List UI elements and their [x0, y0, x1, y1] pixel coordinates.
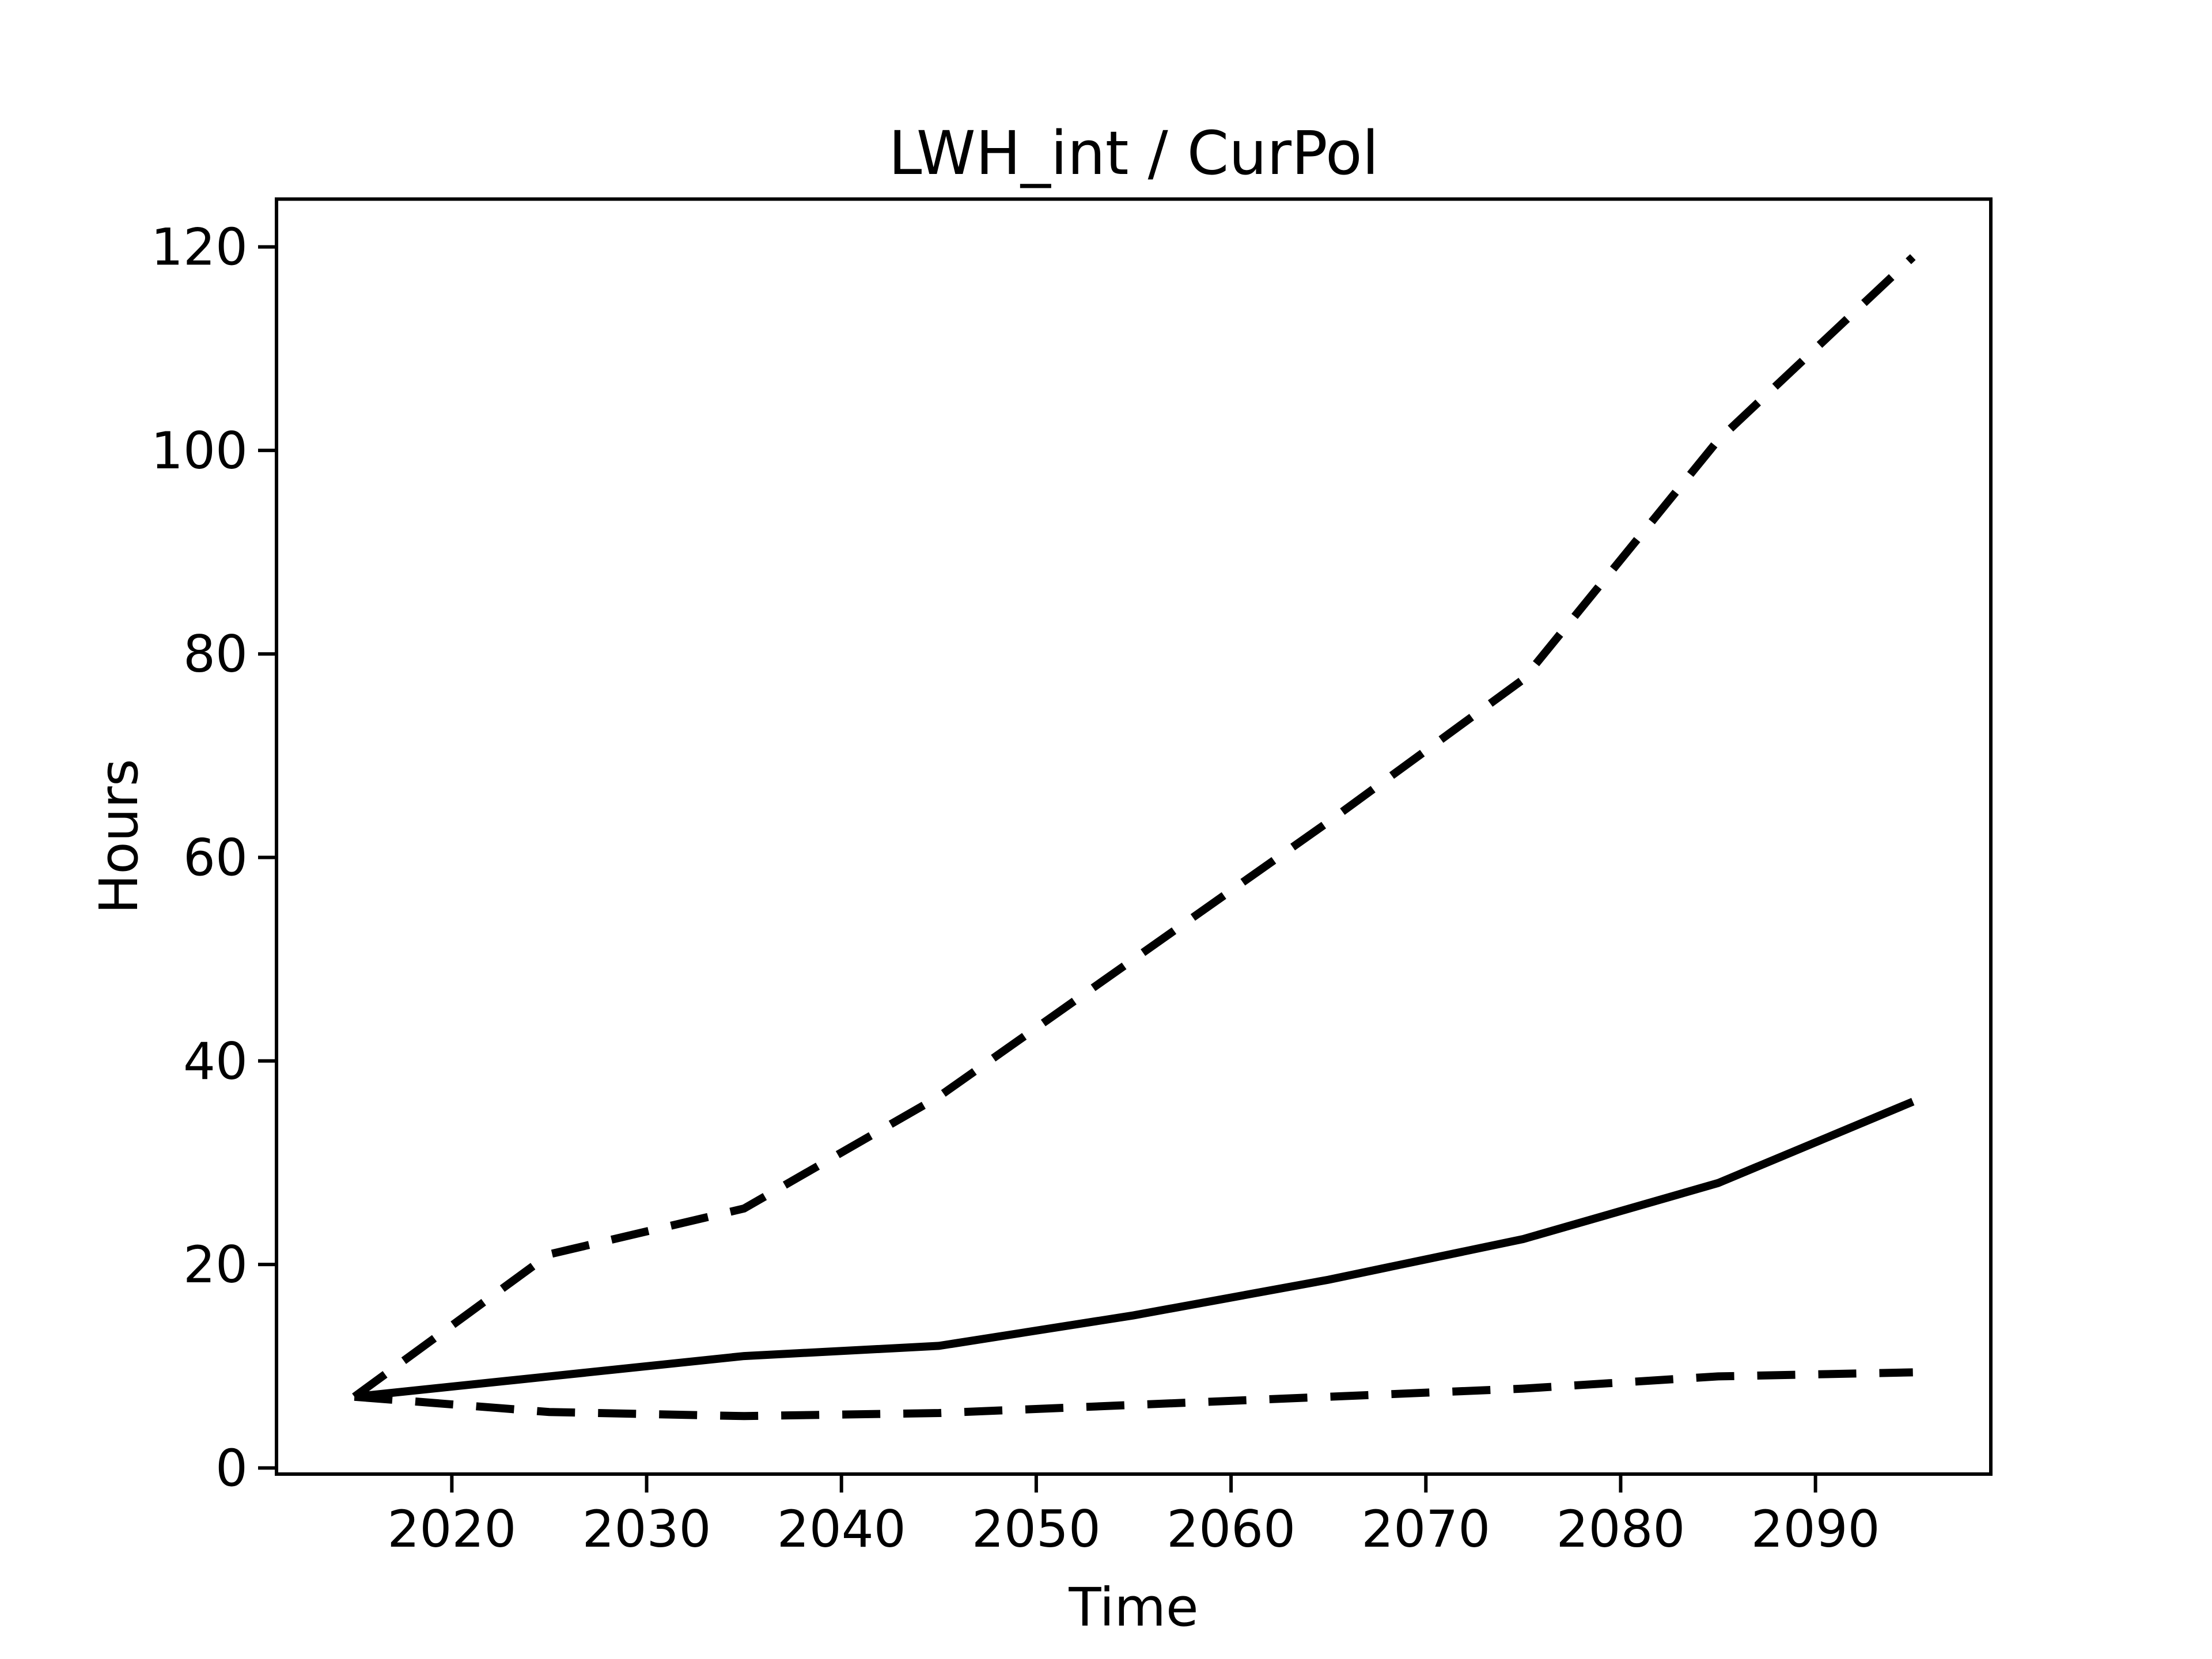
- x-tick-label: 2020: [387, 1499, 516, 1559]
- series-line-lower-dashed-scenario: [354, 1368, 1913, 1421]
- y-tick-label: 120: [151, 218, 248, 277]
- series-line-upper-dashed-scenario: [352, 254, 1916, 1400]
- y-tick-label: 80: [183, 624, 248, 684]
- x-tick-label: 2030: [582, 1499, 711, 1559]
- y-tick-label: 40: [183, 1032, 248, 1091]
- chart-title: LWH_int / CurPol: [889, 118, 1379, 188]
- axes-frame: [275, 197, 1993, 1476]
- y-tick-label: 60: [183, 828, 248, 888]
- plot-area: 2020 2030 2040 2050 2060 2070 2080 209002040608…: [151, 197, 1993, 1559]
- series-line-solid-central-scenario: [354, 1098, 1915, 1401]
- x-tick-label: 2070: [1361, 1499, 1490, 1559]
- x-tick-label: 2090: [1751, 1499, 1880, 1559]
- x-tick-label: 2050: [972, 1499, 1101, 1559]
- x-tick-label: 2060: [1166, 1499, 1296, 1559]
- x-axis-label: Time: [1068, 1577, 1198, 1638]
- x-tick-label: 2080: [1556, 1499, 1685, 1559]
- y-tick-label: 100: [151, 421, 248, 480]
- y-tick-label: 20: [183, 1235, 248, 1294]
- y-tick-label: 0: [215, 1438, 248, 1498]
- y-axis-label: Hours: [88, 759, 150, 914]
- x-tick-label: 2040: [777, 1499, 906, 1559]
